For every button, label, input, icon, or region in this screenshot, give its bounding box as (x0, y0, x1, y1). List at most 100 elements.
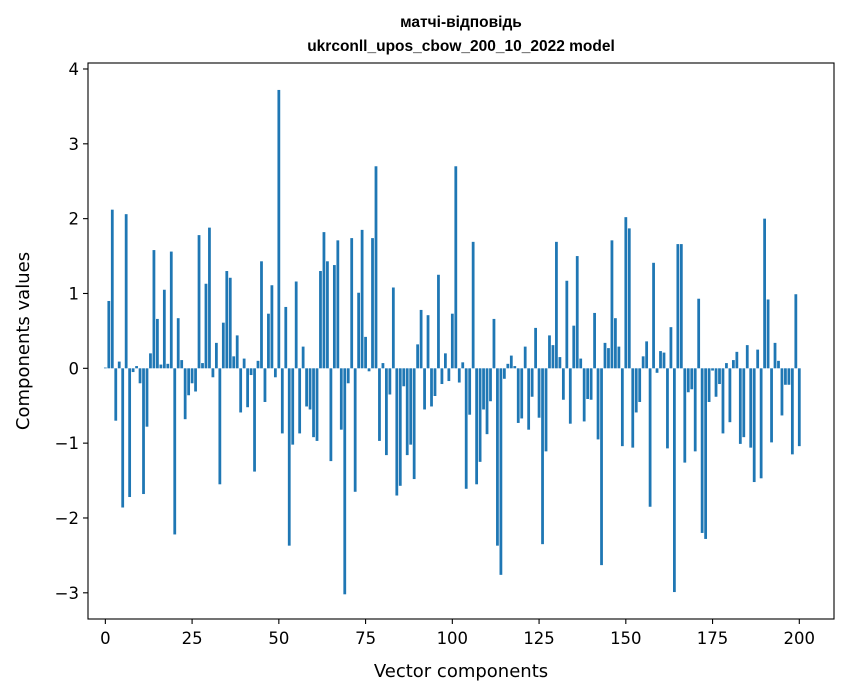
y-tick-label: −2 (55, 509, 79, 528)
bar-200 (797, 368, 801, 447)
bar-79 (378, 368, 381, 441)
bar-185 (745, 345, 749, 369)
bar-134 (568, 368, 572, 424)
y-axis: −3 −2 −1 0 1 2 3 4 (55, 60, 88, 603)
bar-144 (603, 342, 607, 369)
bar-26 (194, 368, 197, 392)
bar-75 (364, 336, 367, 369)
bar-38 (235, 335, 239, 369)
bar-166 (679, 244, 683, 369)
bar-67 (336, 240, 340, 369)
bar-146 (610, 240, 614, 369)
bar-94 (430, 368, 433, 407)
x-tick-label: 25 (182, 629, 203, 648)
bar-43 (253, 368, 256, 472)
bar-155 (641, 356, 645, 369)
bar-23 (183, 368, 187, 420)
bar-131 (558, 357, 562, 369)
bar-198 (790, 368, 794, 455)
bar-102 (457, 368, 461, 383)
bar-47 (267, 313, 270, 369)
bar-186 (749, 368, 753, 448)
bar-34 (221, 322, 225, 369)
bar-17 (162, 289, 166, 369)
bar-51 (280, 368, 284, 434)
bar-125 (537, 368, 541, 418)
bar-139 (586, 368, 590, 399)
bar-116 (506, 363, 510, 369)
bar-178 (721, 368, 725, 434)
y-tick-label: 4 (69, 60, 80, 79)
bar-192 (770, 368, 773, 443)
bar-77 (371, 238, 374, 369)
bar-190 (763, 218, 766, 369)
bar-195 (780, 368, 784, 416)
bar-115 (502, 368, 506, 379)
bar-86 (402, 368, 406, 387)
bar-6 (124, 214, 128, 369)
bar-13 (149, 353, 152, 369)
bar-193 (773, 342, 777, 369)
bar-120 (520, 368, 524, 419)
bar-10 (138, 368, 142, 384)
bar-33 (218, 368, 222, 485)
bar-80 (381, 363, 385, 369)
bar-96 (437, 274, 440, 369)
bar-35 (225, 271, 229, 369)
bar-174 (707, 368, 711, 402)
bar-28 (201, 363, 204, 369)
bar-3 (114, 368, 118, 421)
bar-73 (357, 292, 361, 369)
bar-175 (711, 368, 714, 371)
bar-24 (187, 368, 191, 396)
plot-frame (87, 62, 835, 620)
bar-171 (697, 298, 701, 369)
bar-61 (315, 368, 319, 441)
bar-95 (433, 368, 437, 396)
x-tick-label: 175 (697, 629, 729, 648)
x-axis-label: Vector components (374, 661, 548, 682)
bar-71 (350, 238, 354, 369)
bar-154 (638, 368, 642, 402)
bar-151 (627, 228, 631, 369)
bar-50 (277, 89, 281, 369)
bar-170 (693, 368, 697, 452)
bar-177 (718, 368, 721, 385)
x-tick-label: 200 (784, 629, 816, 648)
bar-141 (593, 312, 596, 369)
bar-30 (208, 227, 211, 369)
bar-69 (343, 368, 347, 595)
bar-156 (645, 341, 649, 369)
bar-99 (447, 368, 451, 382)
bar-118 (513, 366, 517, 369)
bar-68 (339, 368, 343, 430)
bar-168 (686, 368, 690, 393)
x-tick-label: 50 (268, 629, 289, 648)
bar-31 (211, 368, 215, 378)
bar-122 (527, 368, 531, 430)
bar-54 (291, 368, 295, 445)
bar-53 (287, 368, 291, 546)
bar-32 (214, 342, 218, 369)
bar-181 (731, 360, 735, 369)
bar-46 (263, 368, 267, 402)
bar-101 (454, 166, 458, 369)
y-tick-label: −1 (55, 434, 79, 453)
bar-89 (412, 368, 416, 480)
chart-title: матчі-відповідь (400, 14, 522, 31)
bar-172 (700, 368, 704, 533)
bar-110 (485, 368, 489, 435)
bar-147 (614, 318, 617, 369)
bar-128 (548, 335, 551, 369)
bar-132 (561, 368, 565, 400)
bar-127 (544, 368, 548, 452)
bar-108 (478, 368, 482, 462)
bar-42 (249, 368, 253, 376)
bar-180 (728, 368, 732, 423)
bar-126 (541, 368, 544, 545)
bar-179 (725, 363, 728, 369)
bar-37 (232, 356, 236, 369)
bar-4 (117, 361, 121, 369)
bar-117 (509, 355, 513, 369)
bar-44 (256, 360, 260, 369)
